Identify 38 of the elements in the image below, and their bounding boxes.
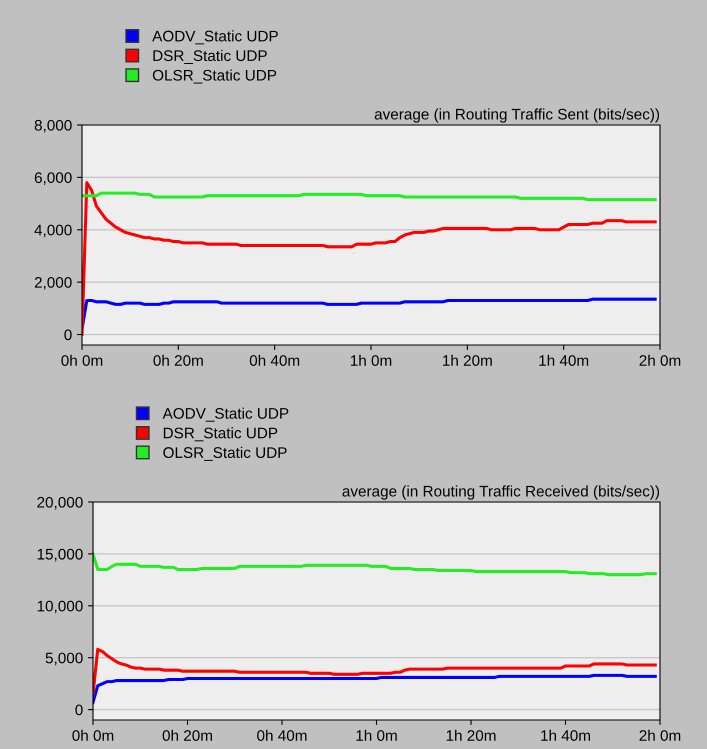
x-tick-label: 0h 40m xyxy=(257,730,306,741)
y-tick-label: 2,000 xyxy=(34,277,72,290)
line-series xyxy=(93,552,657,576)
x-tick-label: 1h 0m xyxy=(356,730,397,741)
y-tick-label: 6,000 xyxy=(34,172,72,185)
line-series xyxy=(93,648,657,696)
line-series xyxy=(82,192,657,202)
x-tick-label: 0h 40m xyxy=(250,354,300,366)
legend-label: AODV_Static UDP xyxy=(152,30,278,44)
x-tick-label: 1h 20m xyxy=(443,354,492,366)
chart-title: average (in Routing Traffic Sent (bits/sec)) xyxy=(374,108,660,123)
y-tick-label: 0 xyxy=(64,329,72,340)
y-tick-label: 0 xyxy=(75,704,83,716)
y-tick-label: 10,000 xyxy=(38,600,83,614)
x-tick-label: 1h 20m xyxy=(446,730,496,741)
y-tick-label: 15,000 xyxy=(38,548,83,562)
chart-title: average (in Routing Traffic Received (bits/sec)) xyxy=(342,485,660,500)
legend-label: DSR_Static UDP xyxy=(153,50,267,64)
x-tick-label: 0h 0m xyxy=(72,730,114,741)
x-tick-label: 0h 0m xyxy=(61,354,102,366)
x-tick-label: 0h 20m xyxy=(153,354,203,366)
legend-label: DSR_Static UDP xyxy=(164,427,278,442)
line-series xyxy=(93,674,657,704)
y-tick-label: 20,000 xyxy=(37,496,83,510)
y-tick-label: 5,000 xyxy=(46,652,83,666)
y-tick-label: 8,000 xyxy=(34,120,72,132)
legend-label: OLSR_Static UDP xyxy=(152,69,276,84)
x-tick-label: 1h 0m xyxy=(350,354,392,366)
legend-label: OLSR_Static UDP xyxy=(163,446,287,461)
x-tick-label: 2h 0m xyxy=(640,730,680,741)
x-tick-label: 1h 40m xyxy=(541,730,590,741)
x-tick-label: 1h 40m xyxy=(539,354,588,366)
legend-label: AODV_Static UDP xyxy=(162,408,288,422)
y-tick-label: 4,000 xyxy=(34,224,72,238)
x-tick-label: 2h 0m xyxy=(640,354,680,366)
line-series xyxy=(82,181,657,336)
x-tick-label: 0h 20m xyxy=(162,730,212,741)
line-series xyxy=(82,298,657,331)
